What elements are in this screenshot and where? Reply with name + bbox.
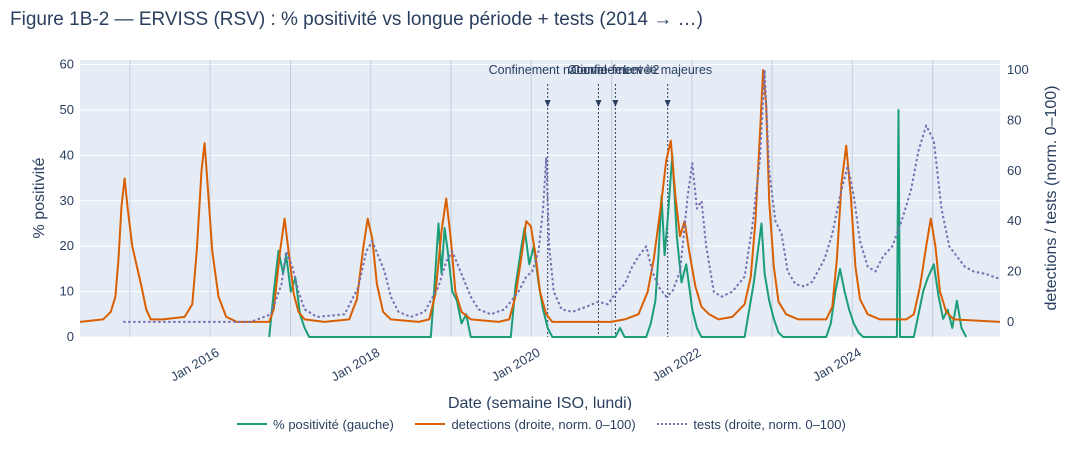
y-left-tick-label: 30 xyxy=(60,193,74,208)
y-right-tick-label: 0 xyxy=(1007,314,1014,329)
event-arrow xyxy=(595,100,602,107)
legend-label-detections: detections (droite, norm. 0–100) xyxy=(451,416,636,432)
y-left-tick-label: 10 xyxy=(60,284,74,299)
y-right-tick-label: 60 xyxy=(1007,163,1021,178)
event-annotations: Confinement nationalCouvre-feuConfinemen… xyxy=(489,63,712,337)
x-tick-label: Jan 2016 xyxy=(168,345,222,385)
y-left-tick-label: 60 xyxy=(60,57,74,72)
y-left-tick-label: 50 xyxy=(60,102,74,117)
x-axis-title: Date (semaine ISO, lundi) xyxy=(448,395,632,410)
legend-item-tests[interactable]: tests (droite, norm. 0–100) xyxy=(657,416,846,432)
x-tick-label: Jan 2022 xyxy=(650,345,704,385)
series-line-2 xyxy=(123,69,1001,323)
grid-lines xyxy=(80,60,1000,338)
legend-swatch-detections xyxy=(415,423,446,425)
event-arrow xyxy=(612,100,619,107)
series-line-1 xyxy=(79,69,1001,323)
chart-area: Confinement nationalCouvre-feuConfinemen… xyxy=(31,57,1060,410)
y-left-axis-title: % positivité xyxy=(31,157,48,238)
y-left-tick-label: 0 xyxy=(67,329,74,344)
series-lines xyxy=(79,69,1001,338)
y-right-tick-label: 80 xyxy=(1007,112,1021,127)
legend-item-detections[interactable]: detections (droite, norm. 0–100) xyxy=(415,416,636,432)
legend: % positivité (gauche) detections (droite… xyxy=(0,413,1083,432)
x-tick-label: Jan 2020 xyxy=(489,345,543,385)
event-label: Confinement #2 xyxy=(571,63,659,77)
legend-label-tests: tests (droite, norm. 0–100) xyxy=(693,416,846,432)
y-right-tick-label: 40 xyxy=(1007,213,1021,228)
event-arrow xyxy=(664,100,671,107)
chart-title: Figure 1B-2 — ERVISS (RSV) : % positivit… xyxy=(10,9,703,30)
event-arrow xyxy=(544,100,551,107)
event-label: Couvre-feu xyxy=(568,63,630,77)
y-right-tick-label: 20 xyxy=(1007,264,1021,279)
legend-swatch-tests xyxy=(657,423,688,425)
event-label: Levée majeures xyxy=(623,63,712,77)
legend-item-positivity[interactable]: % positivité (gauche) xyxy=(237,417,394,432)
legend-swatch-positivity xyxy=(237,423,268,425)
x-tick-label: Jan 2024 xyxy=(810,345,864,385)
series-line-0 xyxy=(268,109,968,338)
event-label: Confinement national xyxy=(489,63,607,77)
y-right-tick-label: 100 xyxy=(1007,62,1029,77)
x-tick-label: Jan 2018 xyxy=(328,345,382,385)
y-left-tick-label: 20 xyxy=(60,238,74,253)
y-left-tick-label: 40 xyxy=(60,147,74,162)
y-right-axis-title: detections / tests (norm. 0–100) xyxy=(1043,86,1060,311)
legend-label-positivity: % positivité (gauche) xyxy=(273,416,394,432)
